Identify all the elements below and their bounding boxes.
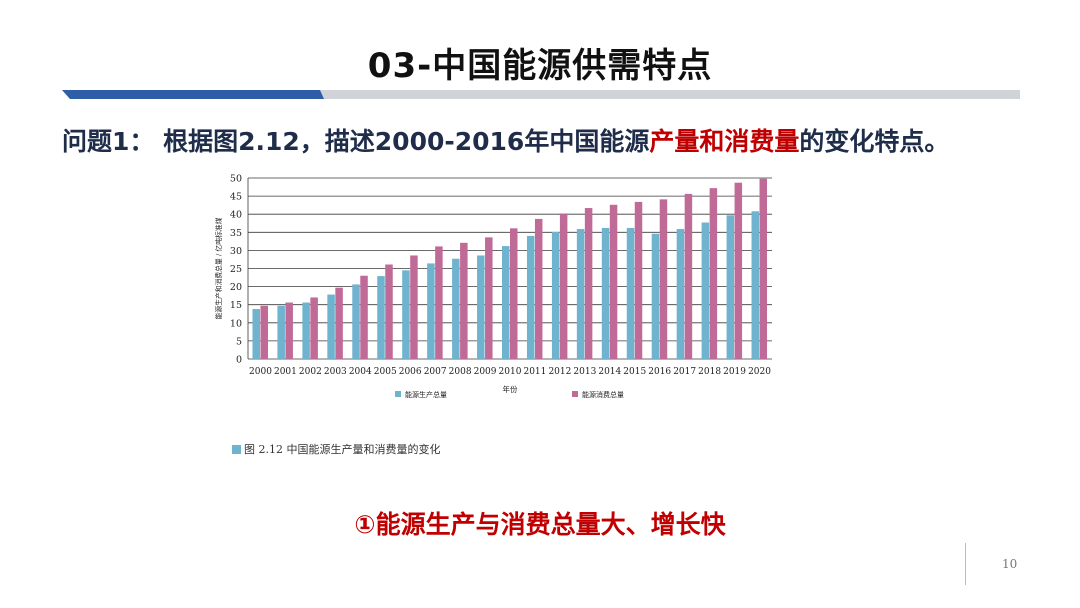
- consumption-bar: [684, 193, 693, 359]
- production-bar: [252, 309, 260, 359]
- production-bar: [402, 270, 410, 359]
- production-bar: [751, 211, 760, 359]
- consumption-bar: [335, 287, 343, 359]
- x-tick-label: 2002: [299, 367, 322, 377]
- x-tick-label: 2003: [324, 367, 347, 377]
- figure-caption: 图 2.12 中国能源生产量和消费量的变化: [232, 441, 440, 457]
- conclusion-text: ①能源生产与消费总量大、增长快: [354, 510, 726, 539]
- x-tick-label: 2011: [523, 367, 546, 377]
- consumption-bar: [634, 201, 643, 359]
- question-highlight: 产量和消费量: [649, 127, 800, 156]
- y-tick-label: 50: [230, 174, 242, 185]
- production-bar: [502, 246, 510, 359]
- slide-title: 03-中国能源供需特点: [367, 46, 713, 86]
- x-tick-label: 2016: [648, 367, 671, 377]
- consumption-bar: [360, 275, 368, 359]
- consumption-bar: [260, 305, 268, 359]
- y-tick-label: 30: [230, 246, 242, 257]
- page-number: 10: [1002, 557, 1018, 571]
- y-tick-label: 15: [230, 300, 242, 311]
- production-bar: [526, 235, 535, 359]
- production-bar: [701, 222, 710, 359]
- y-tick-label: 35: [230, 228, 242, 239]
- consumption-bar: [534, 218, 543, 359]
- x-tick-label: 2014: [598, 367, 621, 377]
- x-tick-label: 2009: [474, 367, 497, 377]
- production-bar: [302, 302, 310, 359]
- consumption-bar: [285, 302, 293, 359]
- consumption-bar: [659, 199, 668, 359]
- consumption-bar: [709, 188, 718, 359]
- production-bar: [651, 233, 660, 359]
- production-bar: [477, 255, 485, 359]
- production-bar: [576, 229, 585, 359]
- x-tick-label: 2019: [723, 367, 746, 377]
- x-tick-label: 2008: [449, 367, 472, 377]
- legend-label-consumption: 能源消费总量: [582, 390, 624, 399]
- consumption-bar: [584, 208, 593, 359]
- question-suffix: 的变化特点。: [799, 127, 950, 156]
- production-bar: [327, 294, 335, 359]
- production-bar: [551, 231, 560, 359]
- consumption-bar: [410, 255, 418, 359]
- caption-marker: [232, 445, 241, 454]
- x-tick-label: 2007: [424, 367, 447, 377]
- caption-text: 图 2.12 中国能源生产量和消费量的变化: [244, 443, 441, 456]
- footer-divider: [965, 543, 966, 585]
- production-bar: [277, 305, 285, 359]
- x-tick-label: 2004: [349, 367, 372, 377]
- x-tick-label: 2015: [623, 367, 646, 377]
- x-tick-label: 2005: [374, 367, 397, 377]
- x-tick-label: 2020: [748, 367, 771, 377]
- consumption-bar: [385, 264, 393, 359]
- production-bar: [676, 229, 685, 359]
- x-axis-title: 年份: [503, 384, 518, 394]
- legend-swatch-production: [395, 391, 401, 397]
- production-bar: [601, 227, 610, 359]
- consumption-bar: [460, 242, 468, 359]
- consumption-bar: [734, 182, 743, 359]
- consumption-bar: [609, 204, 618, 359]
- x-tick-label: 2017: [673, 367, 696, 377]
- production-bar: [352, 284, 360, 359]
- y-axis-title: 能源生产和消费总量 / 亿吨标准煤: [214, 217, 223, 319]
- question-prefix: 问题1： 根据图2.12，描述2000-2016年中国能源: [62, 127, 650, 156]
- y-tick-label: 0: [236, 355, 242, 366]
- x-tick-label: 2012: [548, 367, 571, 377]
- y-tick-label: 20: [230, 282, 242, 293]
- consumption-bar: [759, 178, 768, 359]
- production-bar: [377, 276, 385, 359]
- production-bar: [626, 227, 635, 359]
- x-tick-label: 2018: [698, 367, 721, 377]
- y-tick-label: 45: [230, 192, 242, 203]
- x-tick-label: 2000: [249, 367, 272, 377]
- x-tick-label: 2013: [573, 367, 596, 377]
- production-bar: [452, 258, 460, 359]
- legend-swatch-consumption: [572, 391, 578, 397]
- y-tick-label: 5: [236, 336, 242, 347]
- consumption-bar: [510, 228, 518, 359]
- legend-label-production: 能源生产总量: [405, 390, 447, 399]
- question-text: 问题1： 根据图2.12，描述2000-2016年中国能源产量和消费量的变化特点…: [62, 122, 949, 158]
- consumption-bar: [485, 237, 493, 359]
- consumption-bar: [559, 213, 568, 359]
- y-tick-label: 25: [230, 264, 242, 275]
- consumption-bar: [435, 246, 443, 359]
- x-tick-label: 2006: [399, 367, 422, 377]
- energy-bar-chart: 0 5 10 15 20 25 30 35 40 45 50 2000 2001 2002 2003 2004…: [214, 174, 772, 399]
- y-tick-label: 40: [230, 210, 242, 221]
- title-underline-strip: [62, 90, 1020, 99]
- production-bar: [726, 215, 735, 359]
- production-bar: [427, 263, 435, 359]
- consumption-bar: [310, 297, 318, 359]
- y-tick-label: 10: [230, 318, 242, 329]
- x-tick-label: 2010: [499, 367, 522, 377]
- x-tick-label: 2001: [274, 367, 297, 377]
